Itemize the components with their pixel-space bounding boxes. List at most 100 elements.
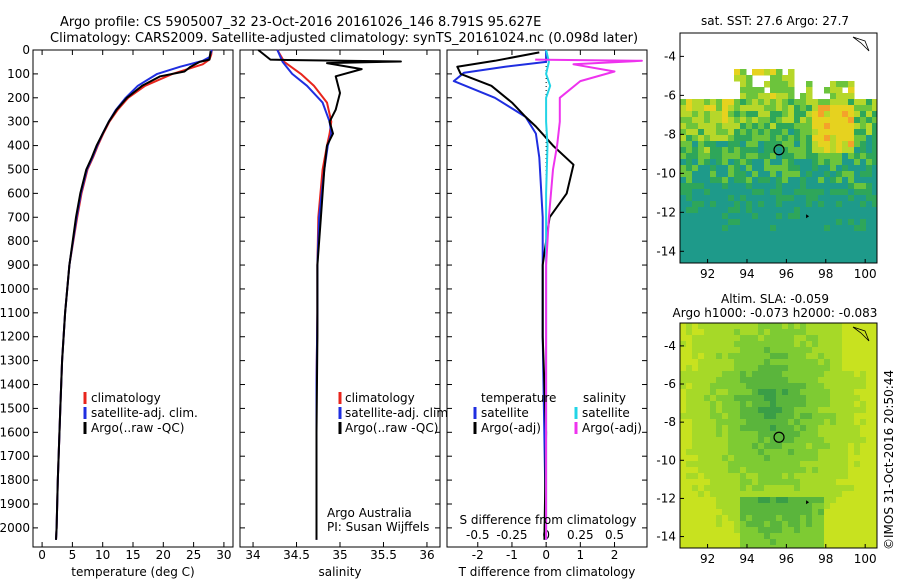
map-cell (758, 407, 765, 414)
map-cell (734, 129, 741, 136)
map-cell (818, 539, 825, 546)
map-cell (740, 135, 747, 142)
map-cell (848, 129, 855, 136)
map-cell (746, 413, 753, 420)
map-cell (770, 425, 777, 432)
map-cell (800, 99, 807, 106)
map-cell (752, 87, 759, 94)
legend-label-salinity-argo: Argo(-adj) (582, 421, 642, 435)
map-cell (740, 425, 747, 432)
map-cell (794, 539, 801, 546)
map-cell (794, 443, 801, 450)
map-cell (722, 329, 729, 336)
map-cell (728, 365, 735, 372)
map-cell (746, 497, 753, 504)
map-cell (722, 515, 729, 522)
map-cell (680, 123, 687, 130)
map-cell (782, 515, 789, 522)
map-cell (770, 395, 777, 402)
map-cell (734, 147, 741, 154)
map-cell (854, 539, 861, 546)
map-cell (740, 69, 747, 76)
map-cell (818, 243, 825, 250)
map-cell (776, 491, 783, 498)
map-cell (764, 467, 771, 474)
map-cell (770, 365, 777, 372)
map-cell (698, 201, 705, 208)
map-cell (764, 69, 771, 76)
map-cell (782, 437, 789, 444)
map-cell (734, 479, 741, 486)
map-cell (872, 509, 877, 516)
map-cell (782, 431, 789, 438)
map-cell (764, 365, 771, 372)
map-cell (812, 461, 819, 468)
map-cell (770, 237, 777, 244)
map-cell (734, 231, 741, 238)
map-cell (704, 135, 711, 142)
map-cell (788, 219, 795, 226)
map-cell (680, 329, 687, 336)
map-cell (770, 147, 777, 154)
map-cell (836, 509, 843, 516)
map-cell (818, 249, 825, 256)
map-cell (824, 135, 831, 142)
map-cell (698, 377, 705, 384)
map-cell (818, 383, 825, 390)
map-cell (812, 261, 819, 263)
top-tick-label: -0.25 (496, 528, 527, 542)
map-cell (692, 171, 699, 178)
map-cell (794, 467, 801, 474)
map-cell (758, 479, 765, 486)
map-cell (836, 503, 843, 510)
map-cell (872, 201, 877, 208)
map-cell (686, 425, 693, 432)
map-cell (854, 129, 861, 136)
map-cell (770, 485, 777, 492)
map-cell (722, 443, 729, 450)
map-cell (776, 431, 783, 438)
map-cell (788, 503, 795, 510)
map-cell (866, 329, 873, 336)
map-cell (722, 117, 729, 124)
map-cell (854, 249, 861, 256)
map-cell (830, 195, 837, 202)
map-cell (734, 189, 741, 196)
map-cell (734, 527, 741, 534)
map-cell (740, 503, 747, 510)
map-cell (860, 509, 867, 516)
map-cell (770, 231, 777, 238)
map-cell (698, 335, 705, 342)
map-cell (764, 533, 771, 540)
map-cell (830, 515, 837, 522)
map-cell (722, 359, 729, 366)
map-cell (794, 509, 801, 516)
map-cell (836, 249, 843, 256)
map-cell (734, 183, 741, 190)
map-cell (770, 521, 777, 528)
map-cell (680, 401, 687, 408)
map-cell (758, 395, 765, 402)
map-cell (782, 527, 789, 534)
map-cell (710, 213, 717, 220)
map-cell (776, 527, 783, 534)
map-cell (860, 225, 867, 232)
map-cell (776, 539, 783, 546)
map-cell (692, 449, 699, 456)
map-cell (686, 533, 693, 540)
map-cell (704, 111, 711, 118)
map-cell (794, 135, 801, 142)
map-cell (842, 407, 849, 414)
map-cell (860, 135, 867, 142)
map-cell (710, 527, 717, 534)
map-cell (818, 323, 825, 330)
map-cell (854, 117, 861, 124)
map-cell (806, 533, 813, 540)
map-cell (788, 81, 795, 88)
map-cell (728, 249, 735, 256)
map-cell (854, 165, 861, 172)
map-cell (746, 165, 753, 172)
map-cell (710, 491, 717, 498)
map-cell (782, 237, 789, 244)
map-cell (836, 353, 843, 360)
